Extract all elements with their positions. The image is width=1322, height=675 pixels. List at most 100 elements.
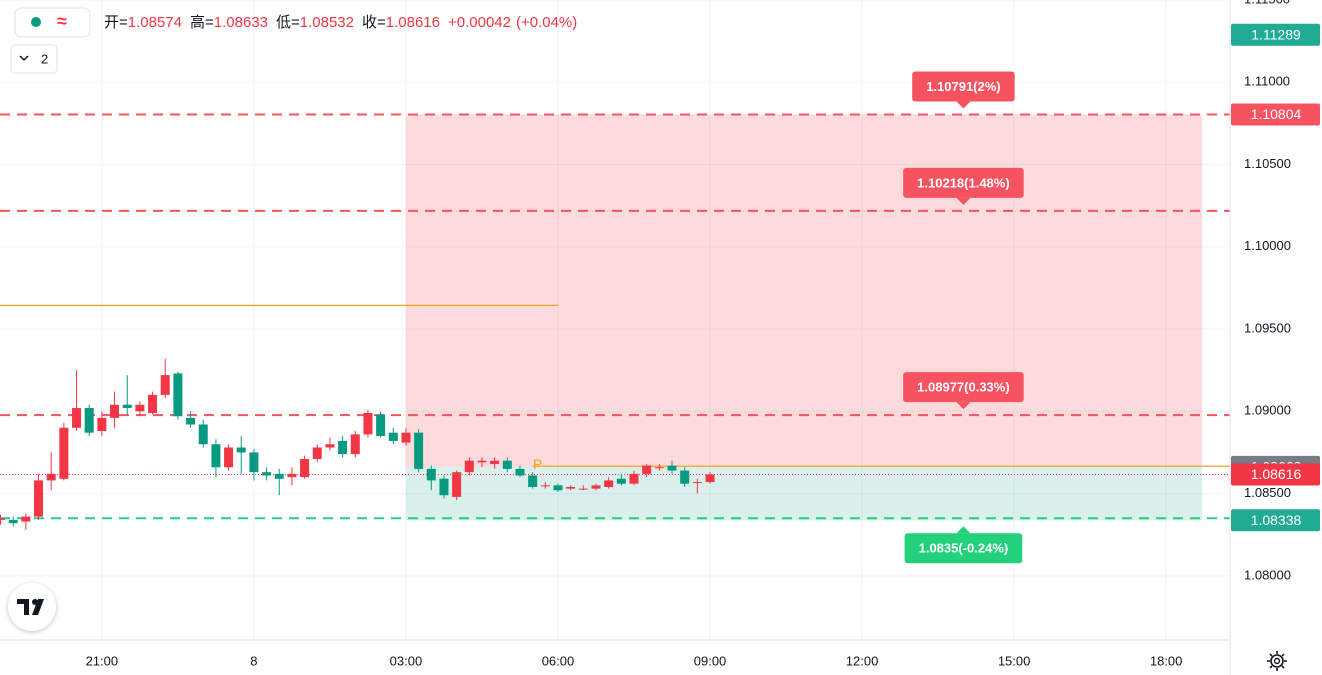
- candle-body: [515, 468, 525, 476]
- y-tick-label: 1.08500: [1244, 485, 1291, 500]
- candle-body: [388, 432, 398, 441]
- candle-body: [211, 444, 221, 468]
- price-tag-label: 1.11289: [1251, 26, 1301, 42]
- candle-body: [34, 480, 44, 517]
- candle-body: [84, 408, 94, 433]
- level-tag-label: 1.10791(2%): [926, 79, 1000, 94]
- candle-body: [186, 417, 196, 425]
- level-tag: 1.0835(-0.24%): [904, 526, 1023, 564]
- candle-body: [236, 447, 246, 453]
- candle-body: [692, 482, 702, 484]
- candle-body: [46, 473, 56, 481]
- symbol-chip[interactable]: [14, 7, 91, 38]
- logo[interactable]: [8, 583, 56, 631]
- ohlc-label: 收=: [362, 14, 386, 31]
- y-tick-label: 1.09000: [1244, 403, 1291, 418]
- candle-body: [376, 414, 386, 436]
- candle-body: [477, 460, 487, 463]
- candle-body: [604, 480, 614, 487]
- candle-body: [363, 412, 373, 435]
- chevron: [19, 55, 29, 62]
- level-tag: 1.10791(2%): [912, 71, 1015, 109]
- x-tick-label: 15:00: [998, 653, 1031, 668]
- candle-body: [135, 404, 145, 412]
- y-tick-label: 1.11500: [1244, 0, 1290, 6]
- candle-body: [566, 486, 576, 489]
- ohlc-label: 高=: [190, 14, 214, 31]
- candle-body: [173, 373, 183, 417]
- candle-body: [426, 468, 436, 481]
- candle-body: [122, 404, 132, 409]
- level-tag: 1.08977(0.33%): [903, 372, 1024, 410]
- level-tag-label: 1.10218(1.48%): [917, 175, 1010, 190]
- candle-body: [59, 427, 69, 479]
- price-tag: [1231, 23, 1320, 46]
- level-tag-arrow: [956, 101, 971, 109]
- candle-body: [21, 516, 31, 522]
- candle-body: [262, 472, 272, 476]
- x-tick-label: 18:00: [1150, 653, 1183, 668]
- candle-body: [338, 440, 348, 455]
- price-tag: [1231, 103, 1320, 126]
- level-tag-arrow: [956, 526, 971, 534]
- axes: 1.08000 1.08500 1.09000 1.09500 1.10000 1.105…: [86, 0, 1320, 668]
- candle-body: [705, 474, 715, 483]
- collapse-button[interactable]: [10, 44, 58, 74]
- price-tag-label: 1.10804: [1251, 106, 1302, 122]
- level-tag-label: 1.08977(0.33%): [917, 380, 1010, 395]
- status-dot: [31, 17, 41, 27]
- position-marker: P: [533, 456, 542, 472]
- button-count: 2: [41, 51, 48, 66]
- candle-body: [325, 444, 335, 448]
- candle-body: [540, 485, 550, 487]
- ohlc-label: 开=: [104, 14, 128, 31]
- y-tick-label: 1.09500: [1244, 320, 1291, 335]
- level-tag-label: 1.0835(-0.24%): [919, 541, 1009, 556]
- candle-body: [654, 467, 664, 469]
- y-tick-label: 1.10500: [1244, 156, 1291, 171]
- candle-body: [287, 473, 297, 478]
- change: +0.00042: [448, 14, 511, 31]
- x-tick-label: 12:00: [846, 653, 879, 668]
- y-tick-label: 1.11000: [1244, 74, 1290, 89]
- settings-icon[interactable]: [1267, 651, 1287, 671]
- candle-body: [578, 488, 588, 490]
- candle-body: [198, 424, 208, 445]
- candle-body: [312, 447, 322, 460]
- level-tag-box: [903, 372, 1024, 403]
- candle-body: [160, 375, 170, 395]
- level-tag-box: [903, 167, 1024, 198]
- candle-body: [629, 473, 639, 484]
- candle-body: [591, 485, 601, 489]
- price-tag-label: 1.08338: [1251, 512, 1302, 528]
- candle-body: [0, 518, 6, 520]
- candle-body: [439, 478, 449, 496]
- loss-zone: [405, 466, 1203, 521]
- ohlc-label: 低=: [276, 14, 300, 31]
- candle-body: [553, 485, 563, 491]
- level-tag-box: [912, 71, 1015, 102]
- ohlc-value: 1.08633: [214, 14, 268, 31]
- x-tick-label: 09:00: [694, 653, 727, 668]
- level-tag-arrow: [956, 197, 971, 205]
- candle-body: [680, 470, 690, 484]
- level-tag: 1.10218(1.48%): [903, 167, 1024, 205]
- y-tick-label: 1.08000: [1244, 567, 1291, 582]
- ohlc-legend: 开=1.08574 高=1.08633 低=1.08532 收=1.08616 +0.0…: [104, 14, 577, 31]
- candle-body: [490, 460, 500, 464]
- y-tick-label: 1.10000: [1244, 238, 1291, 253]
- candle-body: [148, 394, 158, 413]
- level-tag-box: [904, 533, 1023, 564]
- candle-body: [224, 447, 234, 468]
- plot: P: [0, 113, 1230, 530]
- profit-zone: [405, 114, 1203, 467]
- candle-body: [667, 465, 677, 471]
- change-pct: (+0.04%): [516, 14, 577, 31]
- candle-body: [528, 475, 538, 487]
- ohlc-value: 1.08574: [128, 14, 182, 31]
- wave-icon: ≈: [57, 11, 67, 31]
- level-tag-arrow: [956, 402, 971, 410]
- ohlc-value: 1.08532: [300, 14, 354, 31]
- candle-body: [97, 417, 107, 432]
